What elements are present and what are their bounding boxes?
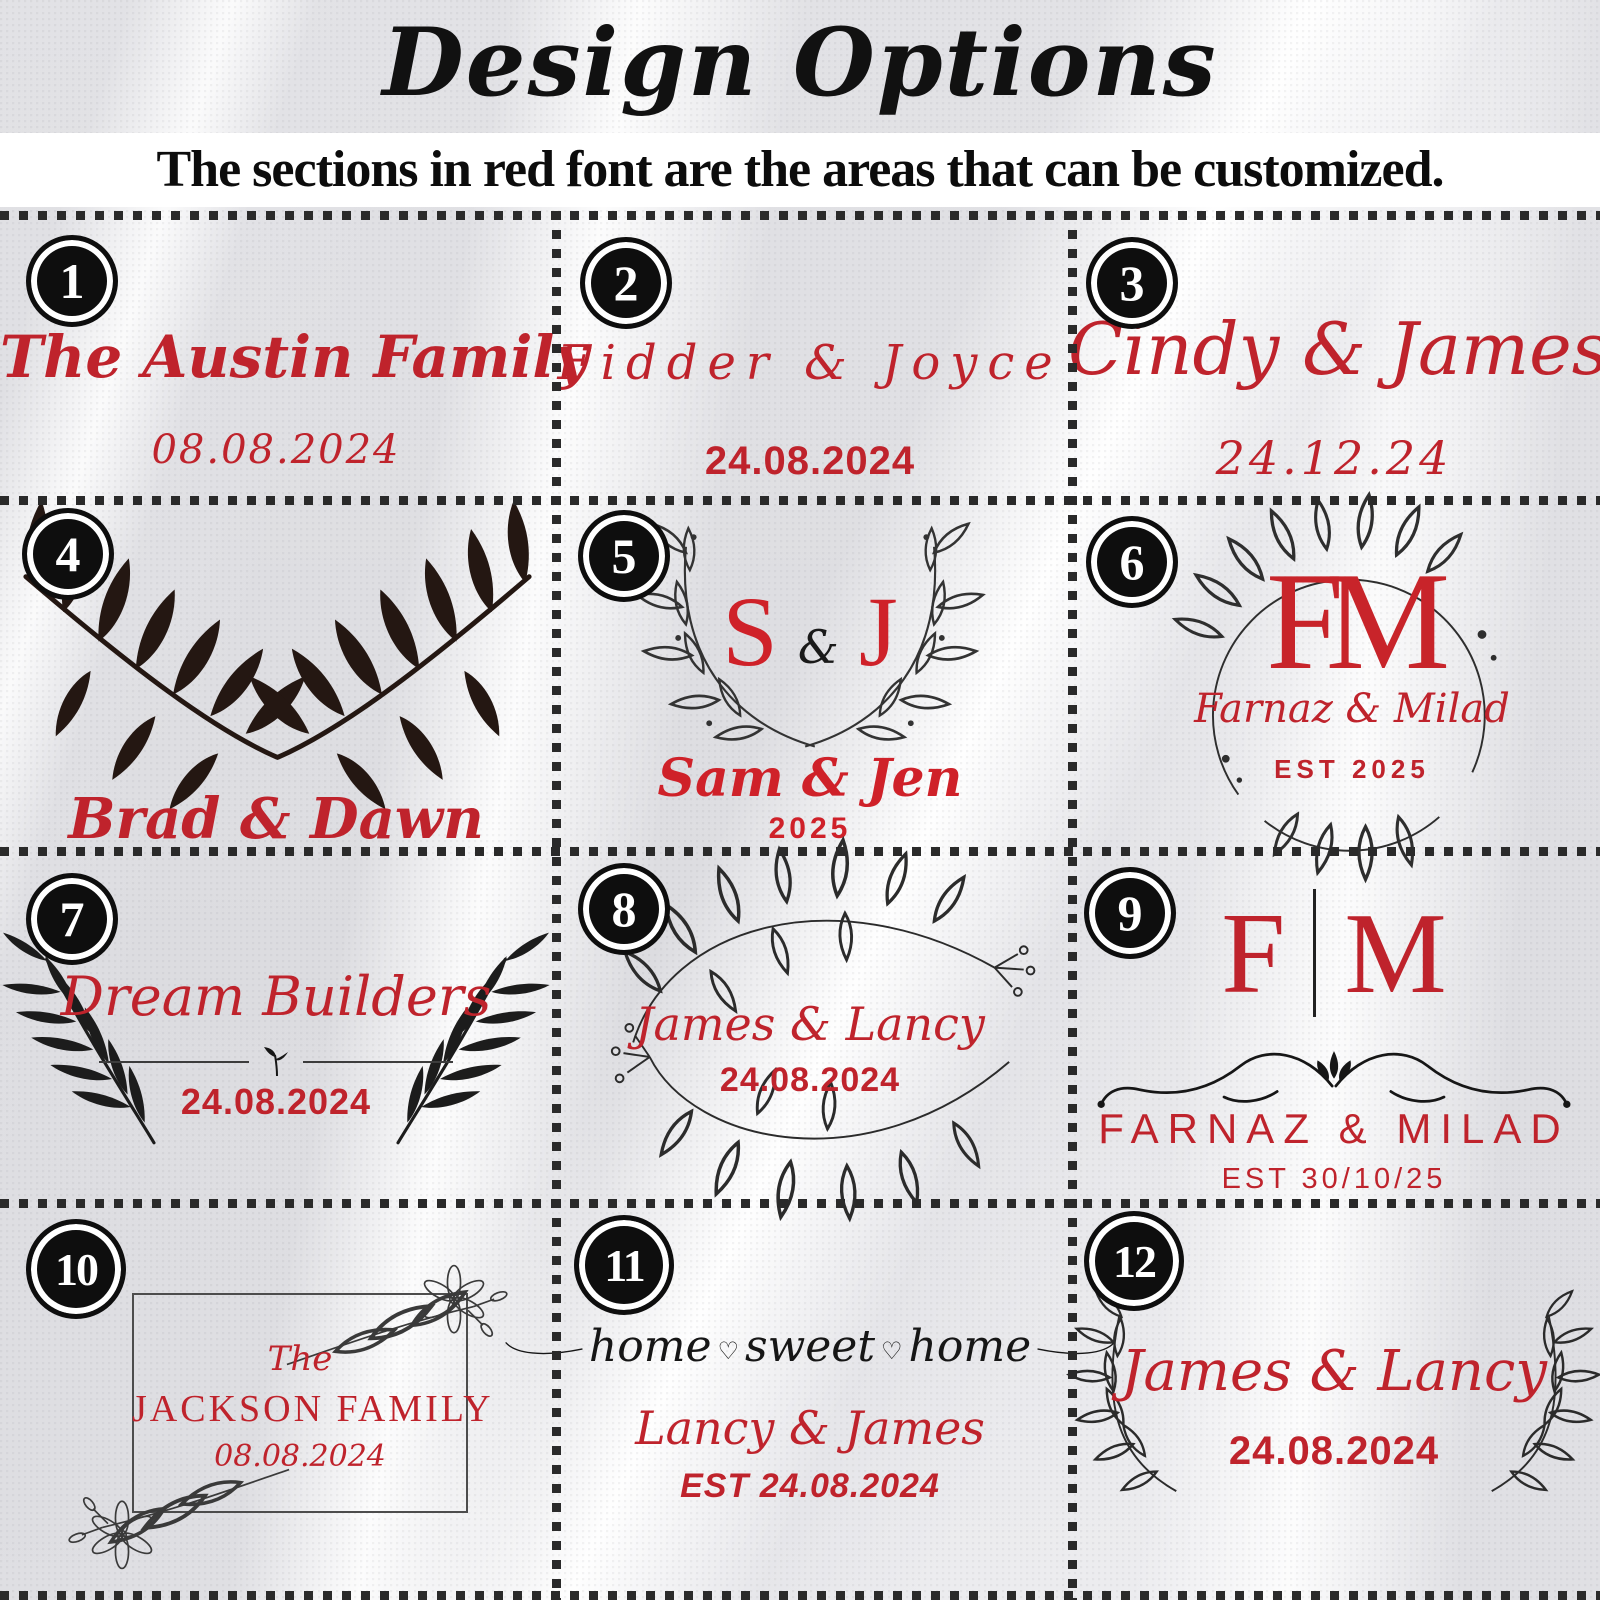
date-text: 24.12.24 xyxy=(1215,431,1453,485)
couple-name: Brad & Dawn xyxy=(68,786,484,852)
page-title: Design Options xyxy=(382,8,1218,118)
swash-icon xyxy=(505,1341,583,1354)
swash-icon xyxy=(1037,1341,1115,1354)
option-number-badge: 1 xyxy=(26,235,118,327)
design-option-1: 1 The Austin Family 08.08.2024 xyxy=(0,215,589,496)
laurel-branch-icon xyxy=(240,499,537,813)
grid-line xyxy=(0,496,1600,505)
initial-right: M xyxy=(1344,889,1447,1017)
option-number-badge: 10 xyxy=(26,1219,126,1319)
thin-laurel-icon xyxy=(1067,1286,1177,1496)
date-text: 08.08.2024 xyxy=(214,1439,386,1474)
couple-name: Dream Builders xyxy=(60,965,492,1028)
heading-word: home xyxy=(588,1321,712,1372)
laurel-branch-icon xyxy=(18,499,315,813)
initial-right: J xyxy=(858,576,898,687)
est-text: EST 2025 xyxy=(1274,754,1430,784)
est-text: EST 30/10/25 xyxy=(1221,1163,1447,1195)
design-option-12: 12 xyxy=(1067,1199,1600,1600)
option-number-badge: 7 xyxy=(26,873,118,965)
design-option-10: 10 xyxy=(0,1199,552,1600)
heart-icon: ♡ xyxy=(881,1338,903,1365)
couple-name: The Austin Family xyxy=(0,323,589,391)
subtitle-text: The sections in red font are the areas t… xyxy=(156,141,1444,198)
family-prefix: The xyxy=(267,1339,333,1379)
date-text: 24.08.2024 xyxy=(719,1061,901,1099)
flourish-icon xyxy=(1097,1051,1571,1108)
option-number-badge: 9 xyxy=(1084,867,1176,959)
design-option-9: 9 F M FARNAZ & MILAD EST 30/10/25 xyxy=(1068,847,1600,1199)
ampersand: & xyxy=(797,620,839,674)
grid-line xyxy=(552,211,561,1600)
divider-line xyxy=(303,1061,453,1063)
initial-left: S xyxy=(722,576,778,687)
couple-name: Fidder & Joyce xyxy=(557,335,1063,391)
design-option-7: 7 xyxy=(0,847,553,1199)
monogram-initials: S & J xyxy=(552,582,1068,682)
divider-line xyxy=(99,1061,249,1063)
option-number-badge: 4 xyxy=(22,508,114,600)
date-text: 24.08.2024 xyxy=(1228,1429,1440,1473)
option-number-badge: 5 xyxy=(578,510,670,602)
date-text: 24.08.2024 xyxy=(180,1081,372,1122)
heading-word: home xyxy=(908,1321,1032,1372)
couple-name: FARNAZ & MILAD xyxy=(1098,1105,1570,1152)
heading-word: sweet xyxy=(745,1321,876,1372)
design-option-2: 2 Fidder & Joyce 24.08.2024 xyxy=(552,215,1068,496)
family-name: JACKSON FAMILY xyxy=(132,1388,494,1430)
option-number-badge: 6 xyxy=(1086,516,1178,608)
monogram-divider xyxy=(1313,889,1317,1017)
est-text: EST 24.08.2024 xyxy=(680,1467,940,1505)
couple-name: James & Lancy xyxy=(1121,1339,1547,1404)
grid-line xyxy=(0,847,1600,856)
home-sweet-home-heading: home ♡ sweet ♡ home xyxy=(505,1321,1115,1372)
grid-line xyxy=(0,1199,1600,1208)
sprout-icon xyxy=(264,1047,288,1077)
grid-line xyxy=(0,1591,1600,1600)
option-number-badge: 11 xyxy=(574,1215,674,1315)
rect-frame xyxy=(132,1293,468,1513)
couple-name: Farnaz & Milad xyxy=(1194,686,1510,732)
design-option-11: 11 home ♡ sweet ♡ home Lancy & James EST… xyxy=(505,1199,1115,1600)
monogram-text: FM xyxy=(1266,544,1450,699)
design-option-4: 4 xyxy=(0,496,552,852)
design-option-3: 3 Cindy & James 24.12.24 xyxy=(1068,215,1600,496)
grid-line xyxy=(0,211,1600,220)
initial-left: F xyxy=(1221,889,1286,1017)
subtitle-strip: The sections in red font are the areas t… xyxy=(0,133,1600,207)
option-number-badge: 2 xyxy=(580,237,672,329)
heart-icon: ♡ xyxy=(717,1338,739,1365)
grid-line xyxy=(1068,211,1077,1600)
couple-name: James & Lancy xyxy=(635,997,985,1051)
open-wreath-icon xyxy=(610,837,1036,1221)
option-number-badge: 12 xyxy=(1084,1211,1184,1311)
design-option-6: 6 FM Farna xyxy=(1068,492,1600,882)
option-number-badge: 3 xyxy=(1086,237,1178,329)
design-option-8: 8 xyxy=(552,837,1068,1221)
design-option-5: 5 xyxy=(552,496,1068,847)
thin-laurel-icon xyxy=(1491,1286,1600,1496)
couple-name: Sam & Jen xyxy=(657,748,963,809)
year-text: 2025 xyxy=(768,812,852,845)
option-number-badge: 8 xyxy=(578,863,670,955)
monogram-initials: F M xyxy=(1068,889,1600,1017)
date-text: 24.08.2024 xyxy=(704,439,916,483)
floral-branch-icon xyxy=(68,1468,290,1570)
floral-branch-icon xyxy=(286,1264,508,1366)
couple-name: Lancy & James xyxy=(635,1401,985,1455)
divider xyxy=(0,1047,552,1077)
date-text: 08.08.2024 xyxy=(151,427,401,473)
